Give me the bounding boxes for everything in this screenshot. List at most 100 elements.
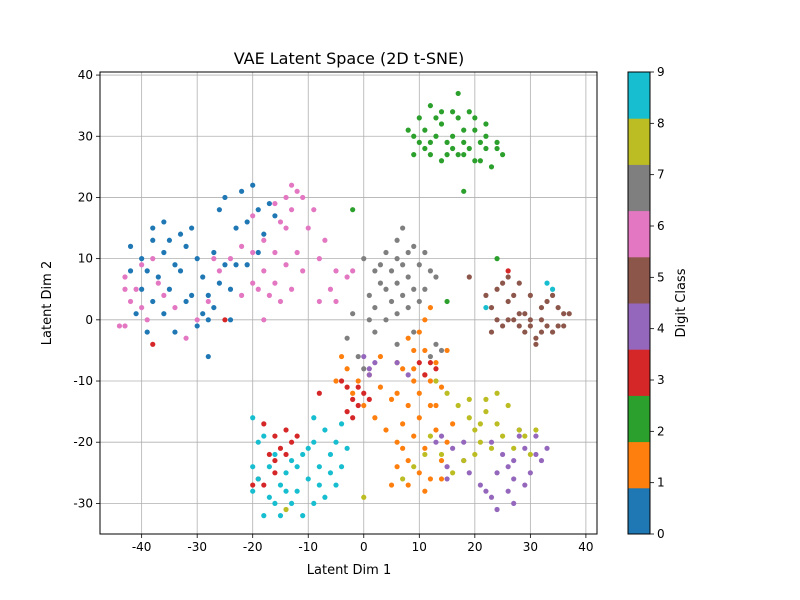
data-point <box>288 439 295 445</box>
data-point <box>422 372 428 378</box>
data-point <box>516 311 522 317</box>
data-point <box>305 445 311 451</box>
data-point <box>311 415 317 421</box>
data-point <box>444 152 450 158</box>
colorbar-frame <box>627 71 651 535</box>
data-point <box>455 402 461 409</box>
y-tick-label: -20 <box>73 435 93 449</box>
data-point <box>255 286 261 292</box>
data-point <box>422 445 428 451</box>
data-point <box>205 298 211 305</box>
data-point <box>555 304 561 311</box>
data-point <box>516 427 522 433</box>
data-point <box>372 304 378 311</box>
data-point <box>277 445 284 451</box>
data-point <box>155 274 161 280</box>
data-point <box>477 482 483 488</box>
data-point <box>416 115 422 121</box>
data-point <box>211 256 217 262</box>
data-point <box>450 145 456 152</box>
data-point <box>272 249 278 256</box>
data-point <box>372 360 378 366</box>
data-point <box>255 249 261 256</box>
data-point <box>450 445 456 451</box>
data-point <box>522 433 528 439</box>
colorbar-segment <box>628 72 650 119</box>
data-point <box>433 274 439 280</box>
x-tick-label: 0 <box>360 540 368 554</box>
data-point <box>161 219 167 225</box>
data-point <box>372 415 378 421</box>
data-point <box>499 451 506 458</box>
data-point <box>466 470 472 476</box>
data-point <box>311 500 317 507</box>
data-point <box>483 396 489 402</box>
data-point <box>416 470 422 476</box>
data-point <box>444 347 450 354</box>
data-point <box>483 488 489 494</box>
data-point <box>205 353 211 360</box>
data-point <box>266 292 272 298</box>
data-point <box>466 145 472 152</box>
data-point <box>261 237 267 243</box>
data-point <box>394 311 400 317</box>
x-tick-label: 30 <box>523 540 538 554</box>
data-point <box>305 476 311 482</box>
data-point <box>272 200 278 207</box>
data-point <box>533 427 539 433</box>
data-point <box>327 451 334 458</box>
data-point <box>450 109 456 115</box>
data-point <box>338 353 345 360</box>
data-point <box>288 286 295 292</box>
data-point <box>511 457 517 464</box>
data-point <box>416 298 422 305</box>
data-point <box>455 90 461 97</box>
data-point <box>427 402 434 409</box>
data-point <box>361 390 367 396</box>
data-point <box>461 139 467 145</box>
data-point <box>388 298 395 305</box>
data-point <box>394 237 400 243</box>
data-point <box>488 304 495 311</box>
data-point <box>361 256 367 262</box>
data-point <box>250 182 256 188</box>
data-point <box>294 188 300 194</box>
data-point <box>227 256 234 262</box>
data-point <box>400 421 406 427</box>
data-point <box>283 488 289 494</box>
data-point <box>350 311 356 317</box>
colorbar-segment <box>628 349 650 396</box>
data-point <box>494 506 500 513</box>
y-axis-ticks: -30 -20 -10 0 10 20 30 40 <box>73 68 100 510</box>
data-point <box>527 292 533 298</box>
colorbar-segment <box>628 441 650 489</box>
plot-frame <box>99 71 598 535</box>
data-point <box>522 482 528 488</box>
data-point <box>433 366 439 372</box>
data-point <box>494 145 500 152</box>
data-point <box>544 298 550 305</box>
data-point <box>488 164 495 170</box>
data-point <box>322 494 328 500</box>
data-point <box>272 213 278 219</box>
data-point <box>505 317 511 323</box>
data-point <box>272 451 278 458</box>
data-point <box>333 378 339 384</box>
x-tick-label: -40 <box>132 540 152 554</box>
data-point <box>261 268 267 274</box>
data-point <box>483 304 489 311</box>
data-point <box>239 188 245 194</box>
data-point <box>511 500 517 507</box>
data-point <box>383 249 389 256</box>
data-point <box>411 347 417 354</box>
data-point <box>477 139 483 145</box>
data-point <box>516 323 522 329</box>
data-point <box>438 109 445 115</box>
data-point <box>377 280 384 286</box>
data-point <box>461 439 467 445</box>
data-point <box>333 482 339 488</box>
data-point <box>494 317 500 323</box>
data-point <box>522 445 528 451</box>
data-point <box>544 323 550 329</box>
data-point <box>266 494 272 500</box>
